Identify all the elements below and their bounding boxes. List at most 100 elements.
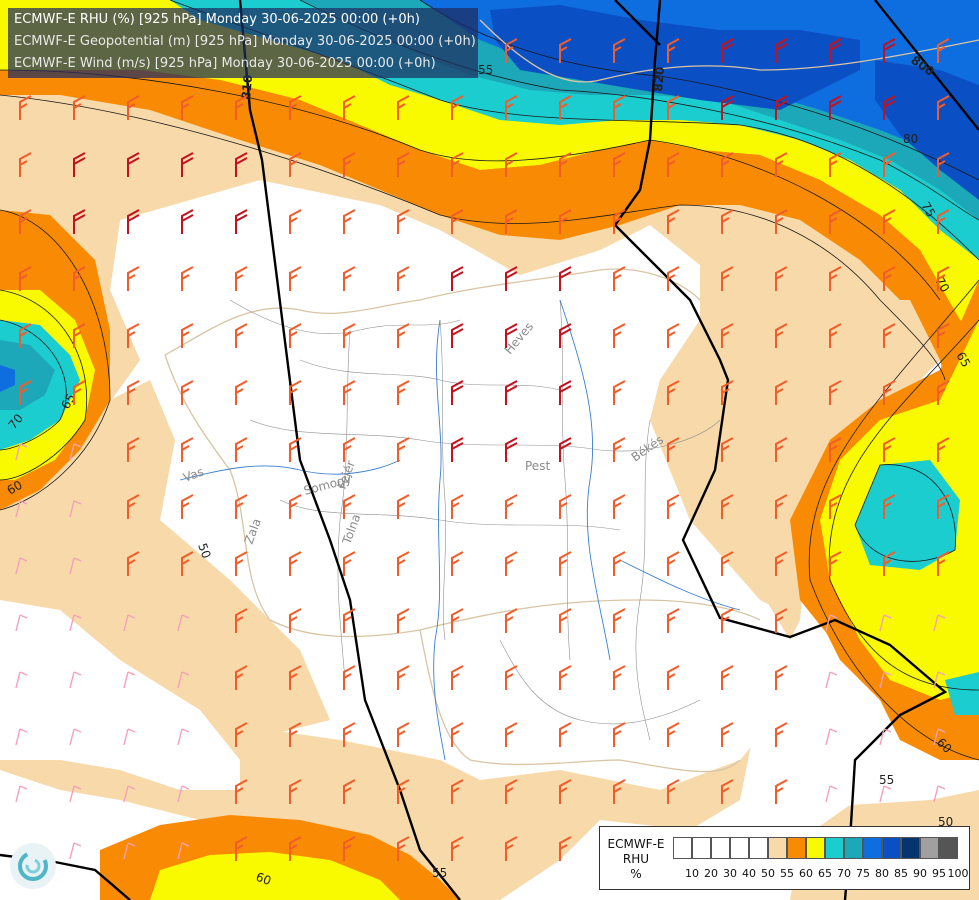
wind-barb	[69, 614, 82, 632]
wind-barb	[667, 779, 680, 804]
legend-tick: 60	[799, 867, 813, 880]
wind-barb	[343, 722, 356, 747]
wind-barb	[883, 323, 896, 348]
wind-barb	[289, 266, 302, 291]
wind-barb	[235, 380, 248, 405]
wind-barb	[397, 437, 410, 462]
wind-barb	[613, 266, 626, 291]
wind-barb	[829, 95, 842, 120]
border-lines	[164, 19, 979, 773]
legend-swatch	[806, 837, 825, 859]
rhu-label: 55	[879, 773, 894, 787]
legend-swatch	[939, 837, 958, 859]
wind-barb	[829, 551, 842, 576]
wind-barb	[19, 323, 32, 348]
legend-tick: 40	[742, 867, 756, 880]
wind-barb	[15, 671, 28, 689]
wind-barb	[451, 836, 464, 861]
rhu-white-southwest	[0, 600, 240, 790]
wind-barb	[177, 614, 190, 632]
wind-barb	[721, 779, 734, 804]
wind-barb	[451, 722, 464, 747]
legend-tick: 10	[685, 867, 699, 880]
wind-barb	[667, 95, 680, 120]
wind-barb	[451, 437, 464, 462]
wind-barb	[667, 152, 680, 177]
wind-barbs	[15, 38, 950, 861]
legend-swatch	[692, 837, 711, 859]
region-label: Vas	[181, 465, 205, 485]
rhu-label: 50	[938, 815, 953, 829]
rhu-label: 50	[195, 541, 213, 560]
wind-barb	[933, 785, 946, 803]
wind-barb	[343, 266, 356, 291]
wind-barb	[829, 323, 842, 348]
wind-barb	[397, 209, 410, 234]
wind-barb	[235, 437, 248, 462]
wind-barb	[829, 380, 842, 405]
rhu-labels: 80 75 70 65 60 55 50 70 65 60 50 60 55 5…	[5, 63, 974, 888]
wind-barb	[235, 494, 248, 519]
wind-barb	[825, 614, 838, 632]
wind-barb	[505, 437, 518, 462]
wind-barb	[721, 494, 734, 519]
wind-barb	[181, 437, 194, 462]
wind-barb	[127, 209, 140, 234]
river-lines	[179, 299, 741, 761]
legend-swatch	[920, 837, 939, 859]
wind-barb	[289, 380, 302, 405]
wind-barb	[937, 38, 950, 63]
wind-barb	[397, 323, 410, 348]
wind-barb	[15, 557, 28, 575]
wind-title: ECMWF-E Wind (m/s) [925 hPa] Monday 30-0…	[14, 56, 436, 71]
wind-barb	[937, 551, 950, 576]
wind-barb	[505, 209, 518, 234]
legend-swatch	[730, 837, 749, 859]
wind-barb	[667, 665, 680, 690]
legend-tick: 85	[894, 867, 908, 880]
wind-barb	[613, 551, 626, 576]
wind-barb	[937, 266, 950, 291]
wind-barb	[451, 551, 464, 576]
wind-barb	[613, 380, 626, 405]
wind-barb	[775, 38, 788, 63]
legend-tick: 20	[704, 867, 718, 880]
wind-barb	[451, 779, 464, 804]
wind-barb	[127, 152, 140, 177]
legend-tick: 50	[761, 867, 775, 880]
wind-barb	[775, 323, 788, 348]
wind-barb	[127, 551, 140, 576]
wind-barb	[825, 785, 838, 803]
wind-barb	[505, 608, 518, 633]
wind-barb	[667, 437, 680, 462]
wind-barb	[235, 779, 248, 804]
legend-tick: 80	[875, 867, 889, 880]
rhu-label: 55	[478, 63, 493, 77]
wind-barb	[343, 779, 356, 804]
wind-barb	[883, 494, 896, 519]
wind-barb	[235, 209, 248, 234]
wind-barb	[343, 323, 356, 348]
wind-barb	[559, 836, 572, 861]
wind-barb	[933, 671, 946, 689]
wind-barb	[883, 95, 896, 120]
wind-barb	[15, 785, 28, 803]
legend-swatch	[863, 837, 882, 859]
legend-tick: 70	[837, 867, 851, 880]
wind-barb	[559, 608, 572, 633]
rhu-55-strip-north	[0, 90, 880, 620]
wind-barb	[343, 209, 356, 234]
wind-barb	[667, 380, 680, 405]
wind-barb	[69, 842, 82, 860]
wind-barb	[883, 437, 896, 462]
wind-barb	[127, 494, 140, 519]
wind-barb	[613, 437, 626, 462]
legend-tick: 75	[856, 867, 870, 880]
wind-barb	[69, 500, 82, 518]
wind-barb	[123, 671, 136, 689]
wind-barb	[73, 266, 86, 291]
legend-swatch	[901, 837, 920, 859]
wind-barb	[505, 551, 518, 576]
wind-barb	[235, 152, 248, 177]
wind-barb	[505, 722, 518, 747]
